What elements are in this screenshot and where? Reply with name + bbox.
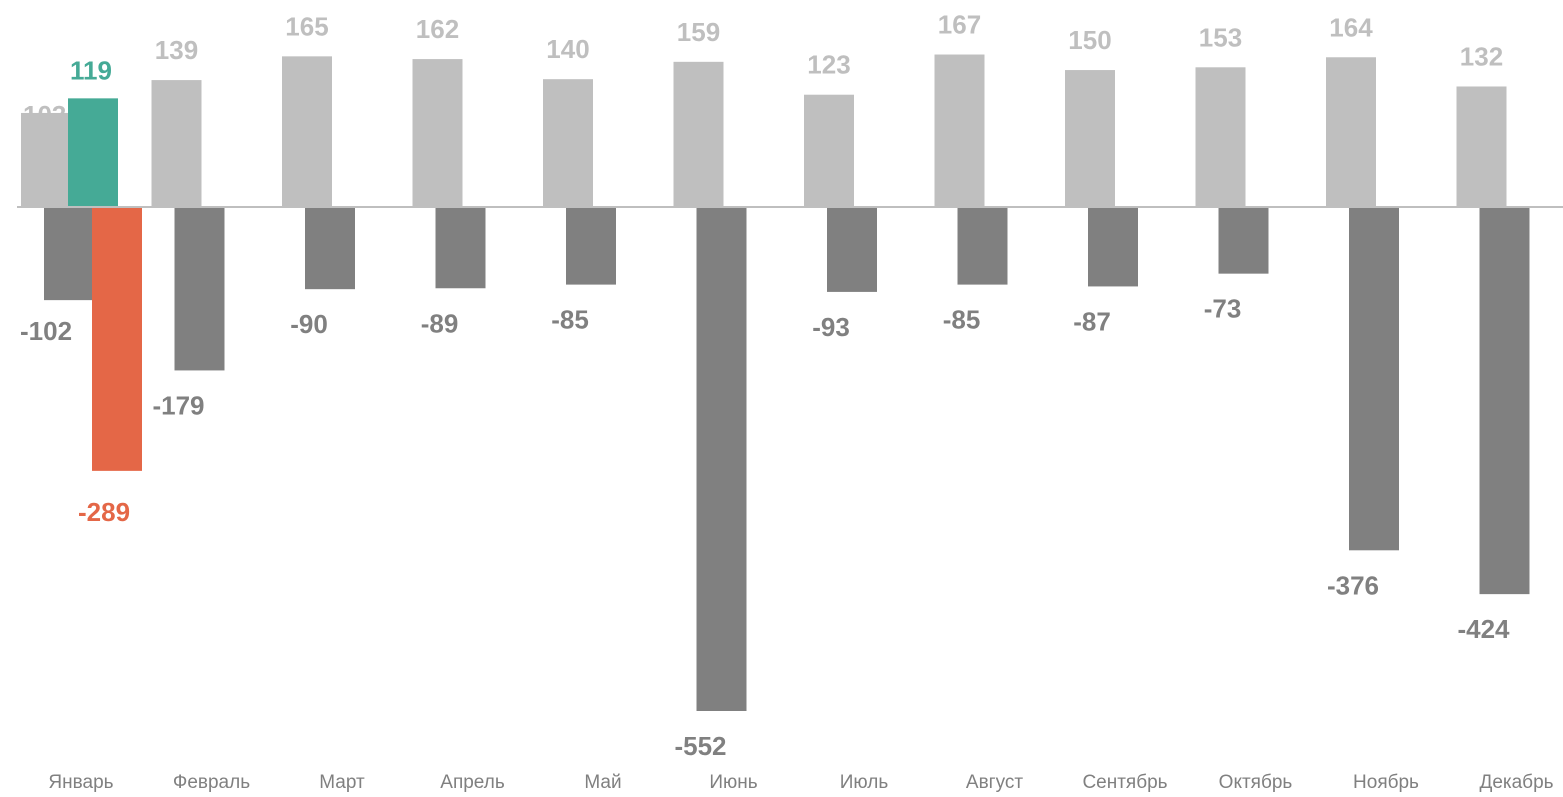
negative-bar [305,207,355,290]
positive-bar [804,94,854,207]
negative-value-label: -424 [1457,614,1510,644]
category-label: Январь [48,772,113,793]
category-label: Ноябрь [1353,772,1419,793]
positive-bar [412,59,463,207]
positive-value-label: 165 [285,11,328,41]
highlight-negative-value-label: -289 [78,497,130,527]
positive-bar [21,112,71,207]
negative-value-label: -85 [551,305,589,335]
negative-value-label: -89 [421,308,459,338]
positive-bar [151,80,202,207]
negative-bar [566,207,616,285]
positive-bar [282,56,332,207]
category-label: Август [966,772,1023,793]
highlight-negative-bar [92,207,142,471]
category-label: Июнь [709,772,757,793]
positive-bar [543,79,593,207]
positive-value-label: 162 [416,14,459,44]
negative-value-label: -93 [812,312,850,342]
negative-value-label: -85 [943,305,981,335]
positive-value-label: 132 [1460,41,1503,71]
positive-bar [1065,70,1115,207]
category-label: Июль [840,772,889,793]
positive-bar [934,54,985,207]
positive-bar [673,61,724,208]
category-label: Декабрь [1479,772,1553,793]
negative-bar [696,207,747,711]
negative-bar [1479,207,1530,595]
positive-bar [1456,86,1507,207]
positive-bar [1195,67,1246,207]
positive-value-label: 140 [546,34,589,64]
category-label: Октябрь [1219,772,1293,793]
category-label: Апрель [440,772,505,793]
negative-bar [1349,207,1399,551]
negative-bar [1088,207,1138,287]
positive-bar [1326,57,1376,208]
positive-value-label: 123 [807,50,850,80]
category-label: Февраль [173,772,250,793]
category-label: Сентябрь [1082,772,1167,793]
negative-bar [1218,207,1269,274]
negative-value-label: -73 [1204,294,1242,324]
negative-bar [957,207,1008,285]
positive-value-label: 159 [677,17,720,47]
positive-value-label: 167 [938,10,981,40]
negative-bar [174,207,225,371]
positive-value-label: 153 [1199,22,1242,52]
negative-value-label: -179 [152,390,204,420]
positive-value-label: 103 [23,100,66,130]
category-label: Март [319,772,365,793]
negative-value-label: -376 [1327,570,1379,600]
highlight-positive-bar [68,98,118,207]
negative-value-label: -87 [1073,306,1111,336]
category-label: Май [584,772,621,793]
positive-value-label: 150 [1068,25,1111,55]
negative-bar [435,207,486,289]
negative-value-label: -90 [290,309,328,339]
negative-bar [44,207,94,301]
negative-bar [827,207,877,292]
positive-value-label: 139 [155,35,198,65]
negative-value-label: -552 [674,731,726,761]
negative-value-label: -102 [20,316,72,346]
positive-value-label: 164 [1329,12,1373,42]
highlight-positive-value-label: 119 [70,55,112,85]
